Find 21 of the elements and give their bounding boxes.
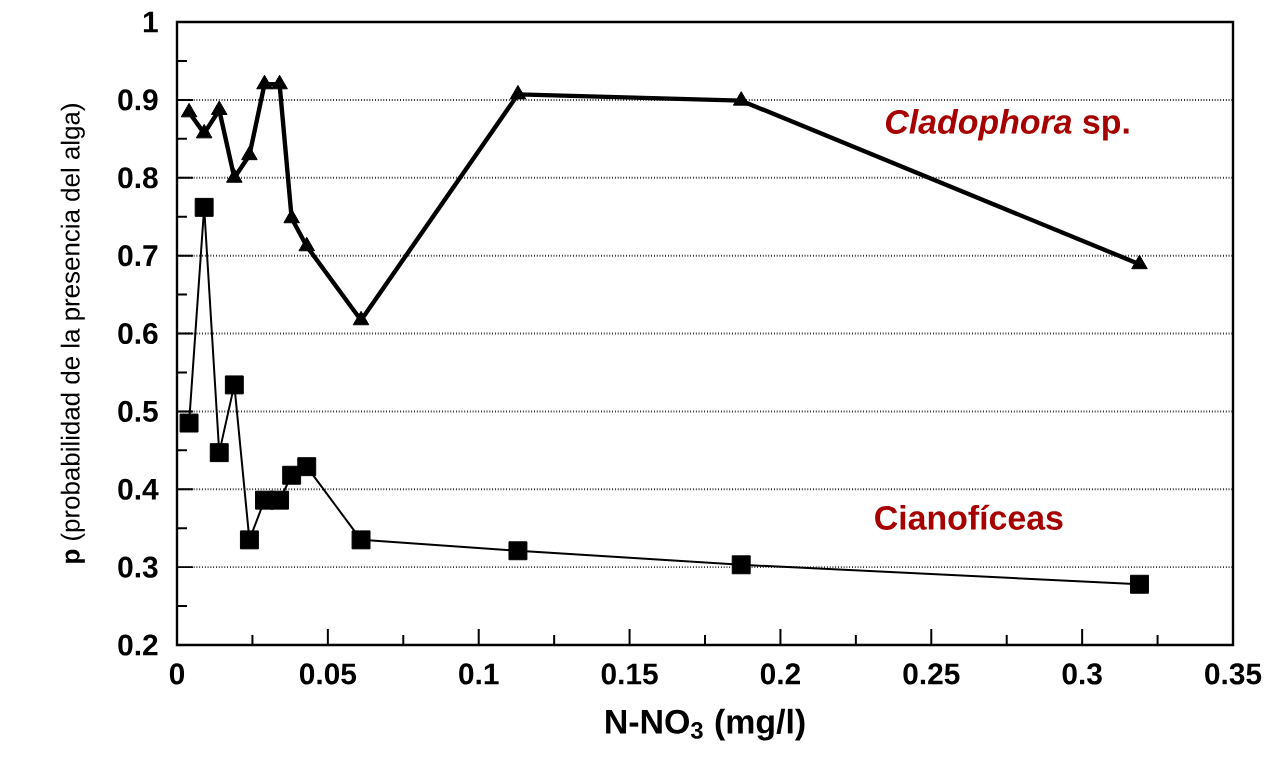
x-tick-label: 0.05	[299, 663, 357, 685]
x-tick-label: 0.15	[601, 663, 658, 685]
y-tick-label: 0.6	[118, 322, 158, 345]
y-tick-label: 0.3	[118, 556, 158, 578]
x-axis-title: N-NO$_{3}$ (mg/l)	[606, 708, 805, 741]
y-tick-label: 0.2	[118, 634, 158, 656]
y-tick-label: 0.4	[118, 478, 159, 500]
x-tick-label: 0.25	[903, 663, 960, 685]
y-tick-label: 0.5	[118, 400, 158, 422]
y-tick-label: 0.9	[118, 89, 158, 111]
series-label: Cianofíceas	[875, 504, 1063, 530]
y-axis-title: p (probabilidad de la presencia del alga)	[60, 104, 85, 563]
x-tick-label: 0.3	[1062, 663, 1102, 685]
y-tick-label: 0.8	[118, 167, 158, 189]
series-label: Cladophora sp.	[885, 109, 1129, 141]
x-tick-label: 0.2	[760, 663, 800, 685]
x-tick-label: 0.1	[459, 663, 499, 685]
x-tick-label: 0	[169, 663, 185, 685]
y-tick-label: 1	[143, 11, 158, 33]
x-tick-label: 0.35	[1205, 663, 1262, 685]
y-tick-label: 0.7	[118, 245, 158, 267]
